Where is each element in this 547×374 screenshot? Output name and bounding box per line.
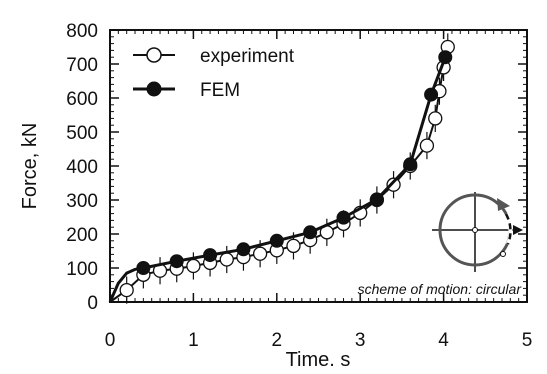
fem-point	[269, 233, 284, 248]
y-tick-label: 0	[87, 293, 98, 314]
x-axis-label: Time. s	[286, 349, 351, 371]
experiment-point	[252, 246, 268, 261]
y-tick-label: 800	[66, 21, 98, 42]
x-tick-label: 4	[438, 330, 449, 351]
fem-point	[169, 254, 184, 269]
legend-label-experiment: experiment	[200, 46, 295, 67]
experiment-point	[219, 252, 234, 267]
x-tick-label: 2	[272, 330, 283, 351]
y-tick-label: 100	[66, 259, 98, 280]
scheme-dashed-arc-overlay	[504, 213, 512, 245]
fem-point	[438, 50, 453, 65]
y-ticks: 0 100 200 300 400 500 600 700 800	[66, 21, 527, 314]
x-tick-label: 5	[522, 330, 533, 351]
y-tick-label: 600	[66, 89, 98, 110]
fem-point	[369, 192, 384, 207]
y-tick-label: 200	[66, 225, 98, 246]
experiment-point	[386, 177, 401, 192]
y-tick-label: 700	[66, 55, 98, 76]
series-fem	[108, 50, 453, 303]
scheme-center-dot	[472, 227, 478, 233]
legend-label-fem: FEM	[200, 80, 240, 101]
motion-scheme-note: scheme of motion: circular	[358, 281, 523, 297]
x-ticks: 0 1 2 3 4 5	[105, 30, 533, 351]
x-tick-label: 3	[355, 330, 366, 351]
circular-motion-scheme-icon	[432, 192, 523, 272]
legend: experiment FEM	[133, 46, 295, 101]
y-tick-label: 500	[66, 123, 98, 144]
x-tick-label: 0	[105, 330, 116, 351]
experiment-point	[186, 258, 201, 274]
fem-point	[403, 157, 418, 172]
scheme-end-dot	[500, 251, 506, 257]
legend-marker-fem	[146, 81, 162, 97]
fem-point	[424, 87, 439, 102]
legend-marker-experiment	[146, 47, 162, 63]
fem-point	[303, 225, 318, 240]
fem-point	[336, 210, 351, 225]
scheme-axis-arrowhead	[513, 225, 523, 235]
experiment-point	[286, 238, 301, 254]
scheme-rotation-arrowhead	[497, 198, 510, 211]
experiment-point	[119, 282, 134, 298]
fem-point	[236, 242, 251, 257]
x-tick-label: 1	[188, 330, 199, 351]
fem-point	[136, 261, 151, 275]
experiment-point	[419, 138, 435, 153]
y-tick-label: 300	[66, 191, 98, 212]
experiment-point	[428, 111, 443, 126]
y-tick-label: 400	[66, 157, 98, 178]
fem-point	[203, 248, 218, 263]
y-axis-label: Force, kN	[19, 123, 41, 210]
fem-line	[108, 56, 447, 303]
